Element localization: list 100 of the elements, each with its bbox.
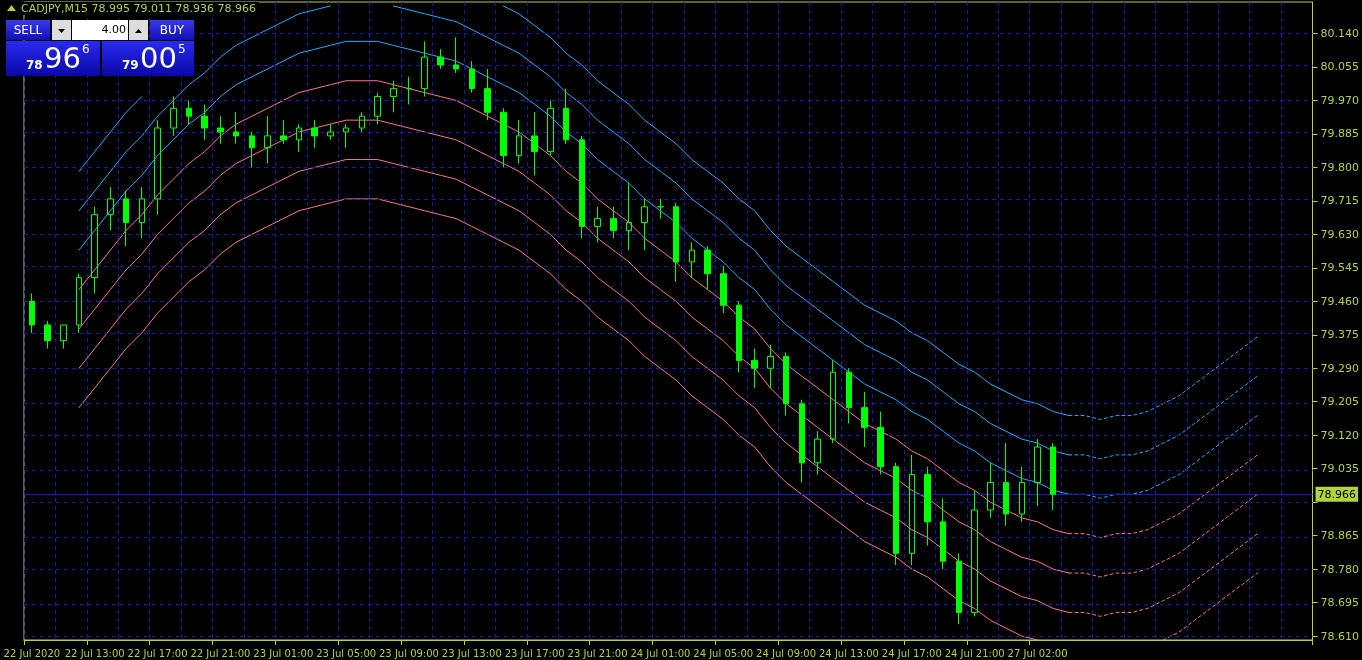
y-tick-label: 78.865 [1320,529,1360,543]
candlestick [877,411,884,476]
candlestick [861,391,868,448]
y-tick-label: 78.695 [1320,596,1360,610]
candlestick [704,245,711,290]
candlestick [139,186,145,239]
x-tick-label: 24 Jul 17:00 [881,647,942,659]
candlestick [29,292,35,334]
candlestick [359,111,365,133]
chart-title: CADJPY,M15 78.995 79.011 78.936 78.966 [21,2,256,15]
candlestick [830,359,836,444]
candlestick [736,300,742,373]
y-tick-label: 79.375 [1320,328,1360,342]
candlestick [343,123,349,149]
x-tick-label: 24 Jul 13:00 [818,647,879,659]
line-series [1162,572,1259,641]
candlestick [987,462,994,519]
candlestick [170,96,177,137]
candlestick [469,60,475,94]
y-tick-label: 79.885 [1320,127,1360,141]
candlestick [296,123,302,153]
candlestick [689,241,695,279]
y-tick-label: 79.205 [1320,395,1360,409]
candlestick [1034,438,1041,507]
candlestick [846,367,852,424]
x-tick-label: 22 Jul 17:00 [127,647,188,659]
x-tick-label: 23 Jul 21:00 [567,647,628,659]
candlestick [249,131,255,168]
y-tick-label: 79.630 [1320,227,1360,241]
candlestick [217,115,224,145]
candlestick [799,399,805,483]
candlestick [751,348,758,389]
y-tick-label: 78.780 [1320,562,1360,576]
candlestick [641,198,648,251]
x-tick-label: 22 Jul 21:00 [190,647,251,659]
candlestick [1003,442,1009,527]
y-tick-label: 78.610 [1320,629,1360,643]
annotation: 00 [140,41,177,75]
annotation: 5 [178,42,186,56]
x-tick-label: 23 Jul 01:00 [253,647,314,659]
candlestick [91,206,98,294]
y-tick-label: 79.715 [1320,194,1360,208]
candlestick [154,119,161,216]
x-tick-label: 27 Jul 02:00 [1007,647,1068,659]
y-tick-label: 79.545 [1320,261,1360,275]
candlestick [406,76,412,105]
x-tick-label: 24 Jul 01:00 [630,647,691,659]
y-tick-label: 79.120 [1320,428,1360,442]
y-tick-label: 80.055 [1320,60,1360,74]
candlestick [60,324,67,350]
candlestick [673,202,679,283]
buy-button: BUY [150,20,194,40]
candlestick [893,462,899,566]
lot-field: 4.00 [72,20,128,40]
x-tick-label: 24 Jul 05:00 [693,647,754,659]
y-tick-label: 80.140 [1320,27,1360,41]
candlestick [940,497,946,570]
candlestick [1050,442,1056,511]
candlestick [626,182,632,251]
candlestick [657,198,664,220]
candlestick [327,123,334,141]
y-tick-label: 79.035 [1320,462,1360,476]
candlestick [924,466,931,546]
candlestick [421,40,428,98]
candlestick [264,115,271,164]
y-tick-label: 79.800 [1320,160,1360,174]
x-tick-label: 22 Jul 13:00 [64,647,125,659]
annotation: 78 [26,58,43,72]
candlestick [516,119,522,164]
candlestick [311,119,318,149]
candlestick [971,489,978,617]
candlestick [1019,466,1025,523]
ref-line-label: 78.966 [1317,487,1357,501]
candlestick [956,552,962,625]
x-tick-label: 23 Jul 17:00 [504,647,565,659]
candlestick [280,119,287,145]
annotation: 79 [122,58,139,72]
candlestick [76,273,82,334]
candlestick [814,430,821,476]
candlestick [767,344,774,389]
x-tick-label: 24 Jul 21:00 [944,647,1005,659]
candlestick [233,111,239,145]
candlestick [547,99,554,157]
candlestick [720,265,727,314]
sell-button: SELL [6,20,50,40]
candlestick [594,206,601,243]
candlestick [531,111,538,176]
candlestick [390,80,397,113]
candlestick [453,36,459,74]
y-tick-label: 79.460 [1320,294,1360,308]
candlestick [563,88,569,145]
candlestick [500,107,507,168]
candlestick [579,135,585,239]
x-tick-label: 24 Jul 09:00 [756,647,817,659]
candlestick [909,454,915,566]
x-tick-label: 22 Jul 2020 [3,647,61,659]
candlestick [484,68,491,121]
line-series [78,198,1039,641]
x-tick-label: 23 Jul 05:00 [316,647,377,659]
candlestick [201,103,208,141]
